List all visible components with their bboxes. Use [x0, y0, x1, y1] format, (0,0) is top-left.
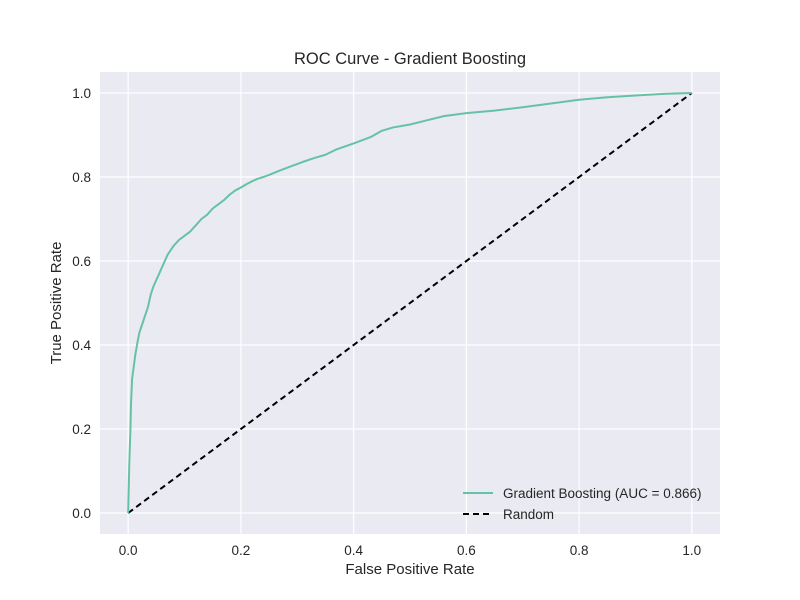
series-lines [127, 92, 693, 514]
x-tick-label: 0.8 [570, 543, 589, 558]
legend-label-random: Random [503, 507, 554, 522]
chart-title: ROC Curve - Gradient Boosting [294, 50, 526, 68]
y-tick-label: 0.2 [72, 422, 91, 437]
grid-lines [100, 72, 720, 534]
y-axis-label: True Positive Rate [48, 242, 65, 365]
x-tick-label: 0.2 [232, 543, 251, 558]
x-tick-label: 0.6 [457, 543, 476, 558]
y-tick-label: 0.6 [72, 254, 91, 269]
x-axis-label: False Positive Rate [345, 561, 474, 578]
legend: Gradient Boosting (AUC = 0.866) Random [463, 486, 701, 522]
series-line-random [127, 92, 693, 514]
y-tick-label: 0.0 [72, 506, 91, 521]
legend-label-gradient-boosting: Gradient Boosting (AUC = 0.866) [503, 486, 701, 501]
x-tick-label: 0.4 [344, 543, 363, 558]
series-line-gradient-boosting [127, 92, 692, 514]
y-tick-label: 0.8 [72, 170, 91, 185]
x-tick-label: 0.0 [119, 543, 138, 558]
y-tick-label: 1.0 [72, 86, 91, 101]
tick-labels: 0.0 0.2 0.4 0.6 0.8 1.0 0.0 0.2 0.4 0.6 0.8 1.0 [72, 86, 701, 558]
y-tick-label: 0.4 [72, 338, 91, 353]
x-tick-label: 1.0 [682, 543, 701, 558]
